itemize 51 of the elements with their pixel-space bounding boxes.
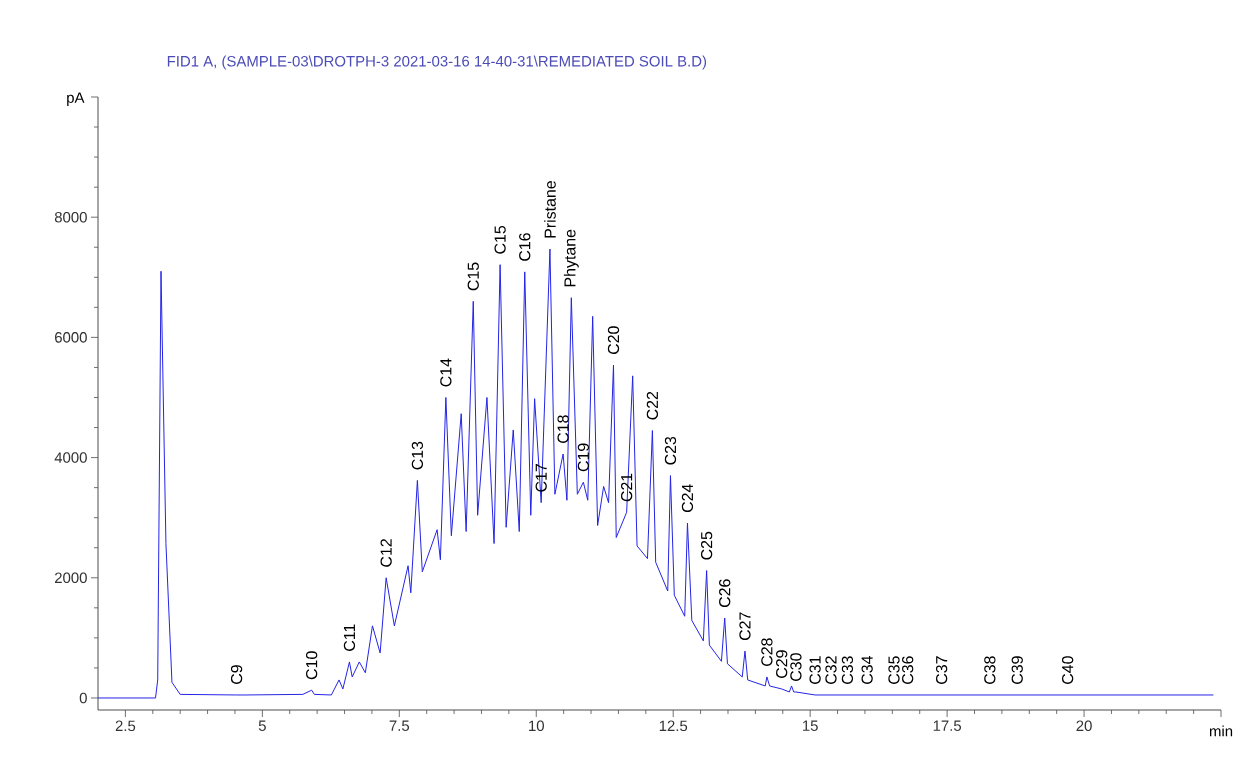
y-tick-label: 0 (79, 692, 87, 704)
x-tick-label: 7.5 (389, 720, 410, 731)
annotation: C26 (719, 579, 731, 608)
annotation: C24 (681, 484, 694, 513)
annotation: C10 (306, 651, 318, 680)
annotation: C17 (535, 464, 547, 492)
annotation: C16 (519, 233, 531, 261)
annotation: C20 (607, 326, 620, 355)
x-tick-label: 10 (529, 720, 544, 732)
annotation: C40 (1062, 656, 1074, 684)
annotation: Pristane (544, 181, 556, 238)
annotation: C13 (411, 441, 424, 470)
annotation: C33 (841, 656, 854, 684)
y-tick-label: 8000 (54, 211, 87, 223)
annotation: C15 (494, 225, 506, 254)
annotation: C32 (825, 656, 837, 684)
x-tick-label: 15 (802, 720, 818, 731)
x-tick-label: 12.5 (659, 720, 688, 732)
y-axis-title: pA (67, 92, 85, 106)
x-tick-label: 5 (258, 720, 266, 731)
annotation: C29 (776, 650, 788, 678)
annotation: C18 (557, 415, 569, 443)
annotation: C22 (646, 391, 659, 420)
chart-title: FID1 A, (SAMPLE-03\DROTPH-3 2021-03-16 14-40-31\REMEDIATED SOIL B.D) (167, 55, 707, 70)
annotation: C30 (790, 653, 802, 681)
annotation: C21 (621, 473, 633, 502)
annotation: C11 (343, 624, 356, 651)
x-tick-label: 17.5 (933, 720, 962, 731)
y-tick-label: 2000 (54, 572, 87, 584)
annotation: C31 (809, 656, 821, 684)
annotation: C15 (467, 262, 479, 291)
annotation: Phytane (563, 229, 579, 287)
x-axis-title: min (1209, 725, 1233, 737)
annotation: C36 (902, 656, 914, 684)
annotation: C37 (936, 656, 948, 684)
annotation: C12 (380, 539, 392, 567)
annotation: C23 (664, 436, 677, 465)
annotation: C27 (739, 612, 751, 641)
annotation: C19 (577, 443, 590, 472)
annotation: C25 (700, 531, 713, 560)
y-tick-label: 6000 (55, 332, 87, 343)
annotation: C34 (861, 656, 873, 684)
annotation: C9 (230, 665, 243, 684)
annotation: C39 (1011, 656, 1023, 684)
annotation: C14 (440, 358, 452, 387)
x-tick-label: 2.5 (115, 720, 136, 732)
annotation: C35 (888, 656, 900, 684)
annotation: C38 (984, 656, 996, 684)
y-tick-label: 4000 (54, 452, 87, 463)
annotation: C28 (761, 638, 773, 666)
x-tick-label: 20 (1076, 720, 1092, 732)
